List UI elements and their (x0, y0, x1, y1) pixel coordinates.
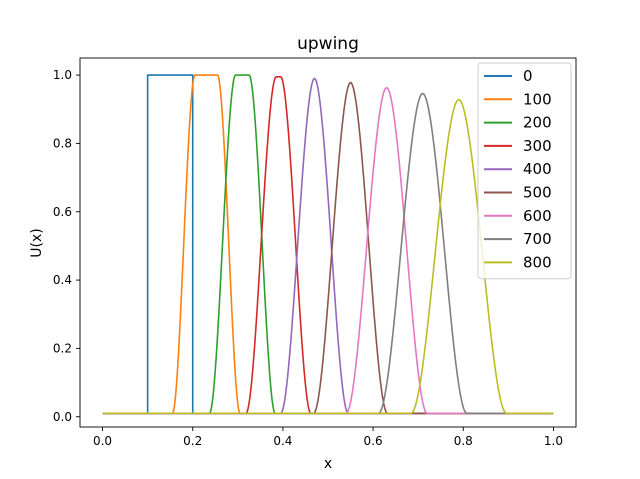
x-tick-label: 1.0 (544, 434, 563, 448)
legend-label-500: 500 (523, 184, 552, 202)
x-tick-label: 0.2 (183, 434, 202, 448)
legend-label-200: 200 (523, 114, 552, 132)
legend-label-300: 300 (523, 137, 552, 155)
x-tick-label: 0.8 (454, 434, 473, 448)
y-axis-label: U(x) (29, 228, 45, 257)
y-tick-label: 0.4 (53, 273, 72, 287)
legend-label-700: 700 (523, 230, 552, 248)
legend: 0 100 200 300 400 500 600 700 800 (477, 62, 572, 280)
legend-label-0: 0 (523, 67, 533, 85)
legend-label-100: 100 (523, 90, 552, 108)
y-tick-label: 0.2 (53, 341, 72, 355)
axes: 0.0 0.2 0.4 0.6 0.8 1.0 0.0 0.2 0.4 0.6 0.8 1.0 (53, 57, 577, 448)
y-tick-label: 0.0 (53, 410, 72, 424)
y-tick-label: 0.6 (53, 205, 72, 219)
x-tick-label: 0.4 (273, 434, 292, 448)
legend-label-400: 400 (523, 160, 552, 178)
legend-label-800: 800 (523, 253, 552, 271)
chart-title: upwing (297, 34, 359, 54)
x-tick-label: 0.0 (93, 434, 112, 448)
x-tick-label: 0.6 (364, 434, 383, 448)
x-axis-label: x (324, 456, 332, 472)
y-tick-label: 0.8 (53, 136, 72, 150)
y-tick-label: 1.0 (53, 68, 72, 82)
legend-label-600: 600 (523, 207, 552, 225)
plot-frame (79, 57, 577, 428)
plot-area (102, 74, 554, 415)
legend-box (477, 62, 572, 280)
